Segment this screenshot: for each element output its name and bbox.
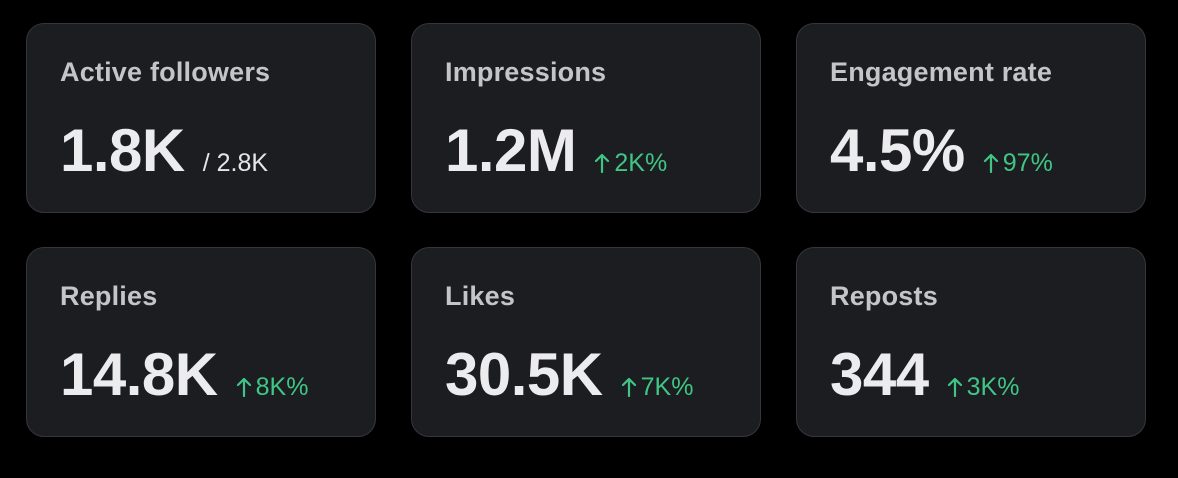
stat-card: Engagement rate 4.5% 97% bbox=[796, 23, 1146, 213]
stat-value: 30.5K bbox=[445, 341, 603, 408]
stat-label: Active followers bbox=[60, 57, 271, 87]
stat-delta: 3K% bbox=[947, 373, 1020, 402]
arrow-path bbox=[595, 153, 610, 173]
arrow-path bbox=[621, 377, 636, 397]
stat-card: Reposts 344 3K% bbox=[796, 247, 1146, 437]
stat-delta: 7K% bbox=[621, 373, 694, 402]
stat-label: Likes bbox=[445, 281, 516, 311]
stat-delta: 2K% bbox=[594, 149, 667, 178]
stat-label: Impressions bbox=[445, 57, 607, 87]
delta-text: 8K% bbox=[255, 373, 309, 401]
up-arrow-icon bbox=[595, 153, 610, 173]
stat-row: 344 3K% bbox=[830, 340, 1145, 410]
stat-value: 14.8K bbox=[60, 341, 218, 408]
stat-row: 1.2M 2K% bbox=[445, 116, 760, 186]
stat-card: Likes 30.5K 7K% bbox=[411, 247, 761, 437]
stat-card: Replies 14.8K 8K% bbox=[26, 247, 376, 437]
up-arrow-icon bbox=[621, 377, 636, 397]
stat-card: Active followers 1.8K / 2.8K bbox=[26, 23, 376, 213]
delta-text: 3K% bbox=[966, 373, 1020, 401]
up-arrow-icon bbox=[236, 377, 251, 397]
delta-text: 2K% bbox=[614, 149, 668, 177]
stat-delta: 8K% bbox=[236, 373, 309, 402]
delta-text: 97% bbox=[1002, 149, 1053, 177]
stat-value: 4.5% bbox=[830, 117, 965, 184]
stats-grid: Active followers 1.8K / 2.8K Impressions 1.2… bbox=[26, 23, 1146, 437]
stat-label: Reposts bbox=[830, 281, 938, 311]
up-arrow-icon bbox=[983, 153, 998, 173]
stat-row: 4.5% 97% bbox=[830, 116, 1145, 186]
stat-value: 1.8K bbox=[60, 117, 185, 184]
stat-row: 14.8K 8K% bbox=[60, 340, 375, 410]
stat-row: 30.5K 7K% bbox=[445, 340, 760, 410]
arrow-path bbox=[983, 153, 998, 173]
up-arrow-icon bbox=[947, 377, 962, 397]
stat-value: 344 bbox=[830, 341, 929, 408]
stat-label: Replies bbox=[60, 281, 158, 311]
delta-text: 7K% bbox=[640, 373, 694, 401]
stat-row: 1.8K / 2.8K bbox=[60, 116, 375, 186]
stat-delta: 97% bbox=[983, 149, 1053, 178]
stat-label: Engagement rate bbox=[830, 57, 1053, 87]
stat-total: / 2.8K bbox=[202, 149, 269, 177]
stat-value: 1.2M bbox=[445, 117, 577, 184]
stat-card: Impressions 1.2M 2K% bbox=[411, 23, 761, 213]
arrow-path bbox=[236, 377, 251, 397]
arrow-path bbox=[947, 377, 962, 397]
